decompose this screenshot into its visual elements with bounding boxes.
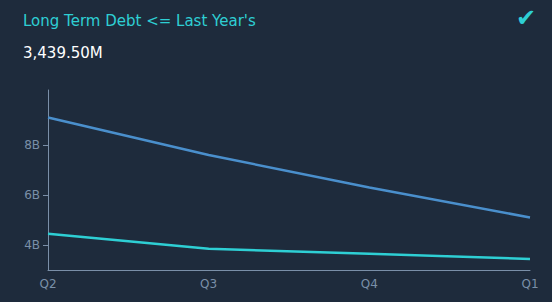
svg-text:Long Term Debt <= Last Year's: Long Term Debt <= Last Year's — [23, 12, 256, 30]
svg-text:Q4: Q4 — [361, 277, 378, 291]
svg-text:4B: 4B — [24, 238, 40, 252]
svg-text:8B: 8B — [24, 138, 40, 152]
svg-text:Q1: Q1 — [521, 277, 538, 291]
svg-text:3,439.50M: 3,439.50M — [23, 44, 103, 62]
svg-text:✔: ✔ — [516, 4, 536, 32]
svg-text:Q3: Q3 — [200, 277, 217, 291]
svg-text:6B: 6B — [24, 188, 40, 202]
svg-text:Q2: Q2 — [39, 277, 56, 291]
